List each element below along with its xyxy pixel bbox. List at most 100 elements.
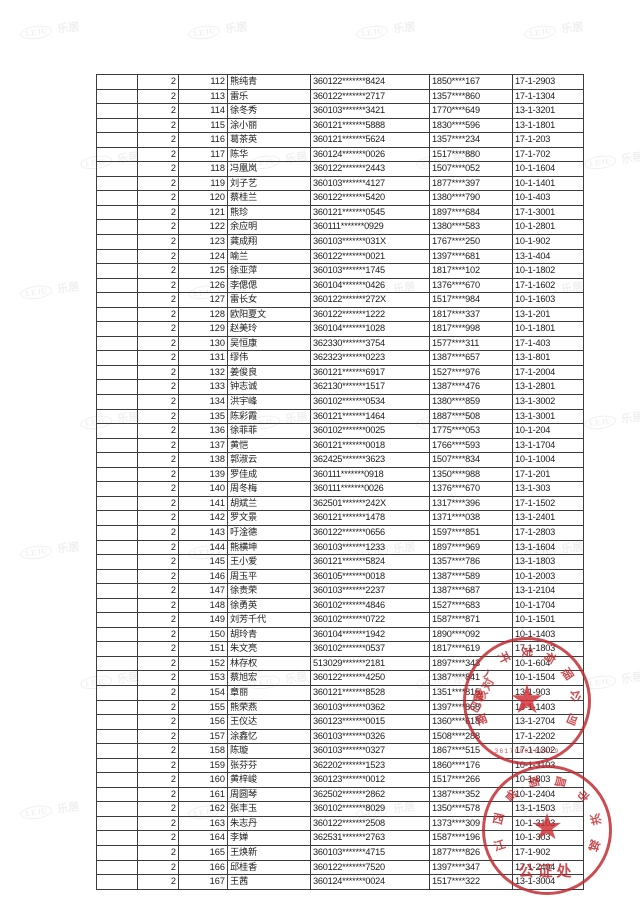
row-cell-group: 2	[137, 495, 179, 512]
row-cell-group: 2	[137, 539, 179, 556]
table-row: 2 138 郭淑云 362425*******3623 1507****834 10-1-…	[96, 452, 584, 468]
record-table-body: 2 112 熊纯青 360122*******8424 1850****167 17-1-…	[96, 74, 584, 890]
row-cell-id: 360111*******0918	[310, 466, 430, 483]
row-cell-name: 罗文景	[227, 510, 311, 526]
row-cell-seq: 138	[178, 452, 228, 468]
row-cell-id: 360122*******2717	[310, 88, 430, 105]
row-cell-group: 2	[137, 74, 179, 90]
row-cell-id: 360111*******0026	[310, 481, 430, 497]
row-cell-name: 徐冬秀	[227, 103, 311, 119]
row-cell-name: 徐菲菲	[227, 423, 311, 439]
row-cell-group: 2	[137, 772, 179, 788]
row-cell-unit: 13-1-1801	[512, 117, 584, 134]
table-row: 2 118 冯凰岚 360122*******2443 1507****052 10-1-…	[96, 161, 584, 177]
table-row: 2 140 周冬梅 360111*******0026 1376****670 13-1-…	[96, 481, 584, 497]
row-cell-id: 360122*******8424	[310, 74, 430, 90]
row-cell-name: 葛茶英	[227, 132, 311, 148]
row-cell-id: 360103*******1745	[310, 263, 430, 279]
row-cell-phone: 1387****687	[429, 583, 513, 599]
row-cell-blank	[96, 510, 138, 526]
table-row: 2 153 蔡旭宏 360122*******4250 1387****841 10-1-…	[96, 670, 584, 686]
row-cell-group: 2	[137, 408, 179, 425]
row-cell-seq: 166	[178, 859, 228, 876]
row-cell-phone: 1860****176	[429, 757, 513, 774]
row-cell-seq: 146	[178, 568, 228, 585]
row-cell-phone: 1897****343	[429, 655, 513, 672]
row-cell-seq: 143	[178, 524, 228, 541]
row-cell-id: 362425*******3623	[310, 452, 430, 468]
row-cell-id: 360102*******0025	[310, 423, 430, 439]
row-cell-phone: 1887****508	[429, 408, 513, 425]
row-cell-group: 2	[137, 641, 179, 657]
row-cell-unit: 10-1-2003	[512, 568, 584, 585]
row-cell-unit: 13-1-2401	[512, 510, 584, 526]
row-cell-seq: 134	[178, 394, 228, 410]
row-cell-seq: 164	[178, 830, 228, 846]
table-row: 2 131 缪伟 362323*******0223 1387****657 13-1-8…	[96, 350, 584, 366]
row-cell-blank	[96, 437, 138, 454]
row-cell-id: 360103*******2237	[310, 583, 430, 599]
row-cell-unit: 10-1-1403	[512, 626, 584, 643]
row-cell-name: 蔡旭宏	[227, 670, 311, 686]
row-cell-name: 涂鑫忆	[227, 728, 311, 745]
row-cell-blank	[96, 728, 138, 745]
seal-arc-char: 洪	[588, 810, 603, 826]
row-cell-unit: 10-1-3103	[512, 757, 584, 774]
row-cell-phone: 1587****871	[429, 612, 513, 628]
row-cell-seq: 133	[178, 379, 228, 396]
row-cell-phone: 1890****092	[429, 626, 513, 643]
row-cell-name: 熊荣燕	[227, 699, 311, 716]
row-cell-blank	[96, 321, 138, 337]
row-cell-id: 360121*******0545	[310, 204, 430, 221]
row-cell-group: 2	[137, 423, 179, 439]
row-cell-unit: 17-1-2803	[512, 524, 584, 541]
row-cell-seq: 151	[178, 641, 228, 657]
row-cell-id: 360102*******4846	[310, 597, 430, 614]
row-cell-blank	[96, 495, 138, 512]
table-row: 2 121 熊珍 360121*******0545 1897****684 17-1-3…	[96, 204, 584, 221]
row-cell-phone: 1867****515	[429, 743, 513, 759]
row-cell-seq: 163	[178, 815, 228, 832]
row-cell-seq: 161	[178, 786, 228, 803]
row-cell-group: 2	[137, 554, 179, 570]
row-cell-phone: 1376****670	[429, 481, 513, 497]
row-cell-seq: 115	[178, 117, 228, 134]
row-cell-group: 2	[137, 132, 179, 148]
row-cell-id: 360122*******5420	[310, 190, 430, 206]
row-cell-name: 章丽	[227, 684, 311, 701]
row-cell-phone: 1877****397	[429, 175, 513, 192]
row-cell-name: 郭淑云	[227, 452, 311, 468]
row-cell-seq: 153	[178, 670, 228, 686]
row-cell-unit: 13-1-1403	[512, 699, 584, 716]
row-cell-blank	[96, 786, 138, 803]
row-cell-blank	[96, 684, 138, 701]
row-cell-id: 360103*******1233	[310, 539, 430, 556]
row-cell-unit: 10-1-1504	[512, 670, 584, 686]
table-row: 2 119 刘子艺 360103*******4127 1877****397 10-1-…	[96, 175, 584, 192]
row-cell-unit: 10-1-1501	[512, 612, 584, 628]
row-cell-name: 王茜	[227, 874, 311, 890]
row-cell-seq: 141	[178, 495, 228, 512]
row-cell-name: 喻兰	[227, 248, 311, 265]
table-row: 2 155 熊荣燕 360103*******0362 1397****868 13-1-…	[96, 699, 584, 716]
row-cell-name: 雷长女	[227, 292, 311, 308]
row-cell-unit: 10-1-204	[512, 423, 584, 439]
row-cell-group: 2	[137, 757, 179, 774]
row-cell-blank	[96, 844, 138, 861]
row-cell-phone: 1387****841	[429, 670, 513, 686]
table-row: 2 116 葛茶英 360121*******5624 1357****234 17-1-…	[96, 132, 584, 148]
row-cell-name: 洪宇峰	[227, 394, 311, 410]
row-cell-group: 2	[137, 583, 179, 599]
row-cell-name: 熊珍	[227, 204, 311, 221]
row-cell-group: 2	[137, 248, 179, 265]
table-row: 2 143 吁淦德 360122*******0656 1597****851 17-1-…	[96, 524, 584, 541]
row-cell-name: 周玉平	[227, 568, 311, 585]
row-cell-blank	[96, 190, 138, 206]
row-cell-unit: 17-1-702	[512, 146, 584, 163]
row-cell-seq: 128	[178, 306, 228, 323]
row-cell-name: 王仪达	[227, 714, 311, 730]
row-cell-name: 冯凰岚	[227, 161, 311, 177]
row-cell-unit: 10-1-403	[512, 190, 584, 206]
row-cell-group: 2	[137, 350, 179, 366]
row-cell-name: 陈彩霞	[227, 408, 311, 425]
